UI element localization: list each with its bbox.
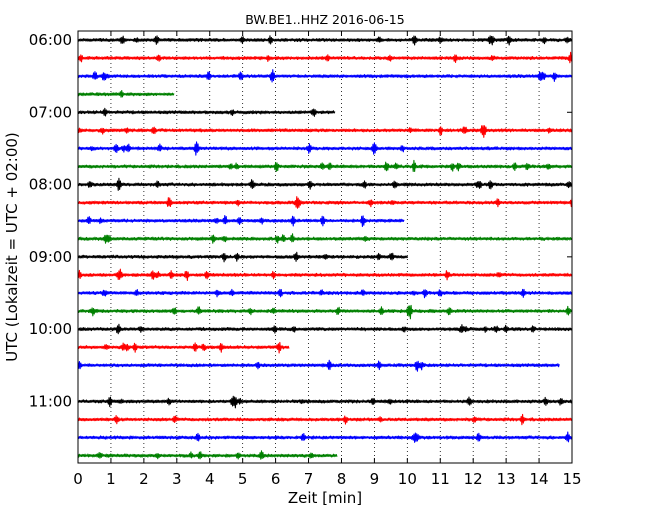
seismogram-trace xyxy=(77,196,573,209)
seismogram-trace xyxy=(77,395,573,409)
x-tick-label: 12 xyxy=(464,470,483,488)
seismogram-trace xyxy=(77,215,405,227)
seismogram-trace xyxy=(77,413,573,426)
grid-lines xyxy=(110,31,540,463)
x-tick-label: 3 xyxy=(172,470,182,488)
x-tick-label: 5 xyxy=(238,470,248,488)
seismogram-trace xyxy=(77,288,573,299)
y-tick-label: 09:00 xyxy=(29,248,72,266)
seismogram-trace xyxy=(77,233,573,244)
x-tick-label: 1 xyxy=(106,470,116,488)
seismogram-trace xyxy=(77,431,573,443)
seismogram-trace xyxy=(77,304,573,320)
chart-title: BW.BE1..HHZ 2016-06-15 xyxy=(245,12,404,27)
seismogram-trace xyxy=(77,341,290,354)
x-tick-label: 8 xyxy=(337,470,347,488)
seismogram-trace xyxy=(77,69,573,83)
y-tick-label: 07:00 xyxy=(29,103,72,121)
seismogram-trace xyxy=(77,450,338,460)
seismogram-traces xyxy=(77,35,573,460)
x-tick-label: 2 xyxy=(139,470,149,488)
seismogram-trace xyxy=(77,359,560,372)
seismogram-trace xyxy=(77,251,409,263)
plot-frame xyxy=(77,30,573,464)
y-axis-ticks: 06:00 07:00 08:00 09:00 10:00 11:00 xyxy=(29,31,572,410)
seismogram-trace xyxy=(77,51,573,64)
x-tick-label: 13 xyxy=(497,470,516,488)
x-tick-label: 10 xyxy=(398,470,417,488)
seismogram-trace xyxy=(77,90,175,98)
x-tick-label: 4 xyxy=(205,470,215,488)
y-tick-label: 06:00 xyxy=(29,31,72,49)
x-tick-label: 11 xyxy=(431,470,450,488)
seismogram-trace xyxy=(77,35,573,46)
seismogram-trace xyxy=(77,268,573,281)
seismogram-trace xyxy=(77,159,573,172)
x-axis-ticks: 0 1 2 3 4 5 6 7 8 9 10 11 12 13 14 15 xyxy=(73,31,582,488)
seismogram-trace xyxy=(77,107,336,117)
x-axis-label: Zeit [min] xyxy=(288,489,362,507)
y-tick-label: 10:00 xyxy=(29,320,72,338)
y-tick-label: 11:00 xyxy=(29,392,72,410)
x-tick-label: 15 xyxy=(562,470,581,488)
x-tick-label: 7 xyxy=(304,470,314,488)
x-tick-label: 6 xyxy=(271,470,281,488)
seismogram-trace xyxy=(77,125,573,138)
seismogram-trace xyxy=(77,323,573,335)
y-axis-label: UTC (Lokalzeit = UTC + 02:00) xyxy=(3,132,21,362)
seismogram-trace xyxy=(77,177,573,191)
y-tick-label: 08:00 xyxy=(29,176,72,194)
x-tick-label: 9 xyxy=(370,470,380,488)
x-tick-label: 14 xyxy=(530,470,549,488)
x-tick-label: 0 xyxy=(73,470,83,488)
seismogram-trace xyxy=(77,141,573,156)
